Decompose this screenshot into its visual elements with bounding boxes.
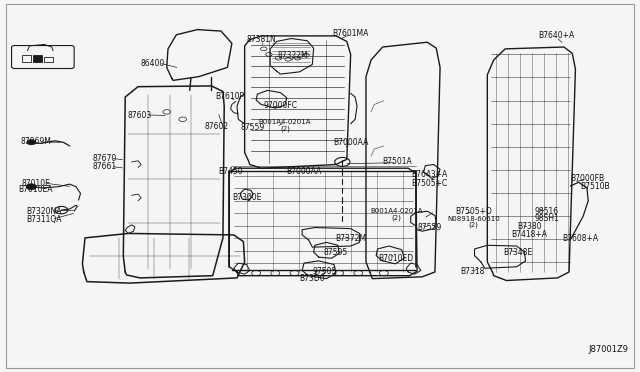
Text: B7318: B7318	[460, 267, 484, 276]
Bar	[44, 57, 53, 62]
Text: B7510B: B7510B	[580, 182, 609, 191]
Text: B7505+C: B7505+C	[412, 179, 448, 187]
Text: B7608+A: B7608+A	[563, 234, 598, 243]
Text: B001A4-0201A: B001A4-0201A	[371, 208, 423, 214]
Text: 98516: 98516	[534, 207, 559, 216]
Text: B7450: B7450	[218, 167, 243, 176]
Text: B7000AA: B7000AA	[333, 138, 369, 147]
Text: B001A4-0201A: B001A4-0201A	[259, 119, 311, 125]
Text: 87069M: 87069M	[20, 137, 51, 146]
Bar	[22, 55, 31, 62]
Text: B7300E: B7300E	[232, 193, 261, 202]
Text: B7601MA: B7601MA	[332, 29, 369, 38]
Text: 87661: 87661	[93, 162, 117, 171]
Text: J87001Z9: J87001Z9	[589, 345, 628, 354]
Text: 98SH1: 98SH1	[534, 214, 559, 223]
Text: B7643+A: B7643+A	[412, 170, 448, 179]
Text: B7501A: B7501A	[381, 157, 412, 166]
Text: 87602: 87602	[205, 122, 228, 131]
Text: 87559: 87559	[418, 223, 442, 232]
Text: (2): (2)	[392, 214, 401, 221]
Text: B7640+A: B7640+A	[538, 31, 575, 41]
Text: B7311QA: B7311QA	[26, 215, 62, 224]
Text: B7380: B7380	[517, 222, 541, 231]
Text: 87603: 87603	[128, 111, 152, 120]
Text: (2): (2)	[468, 222, 478, 228]
Text: N08918-60610: N08918-60610	[447, 216, 500, 222]
Text: 87595: 87595	[324, 248, 348, 257]
Circle shape	[26, 184, 36, 190]
Text: 87670: 87670	[93, 154, 117, 163]
Text: 87010E: 87010E	[21, 179, 51, 187]
Text: B7610P: B7610P	[215, 92, 244, 101]
Text: 87559: 87559	[241, 123, 265, 132]
Text: 97505: 97505	[313, 267, 337, 276]
Text: 97000FC: 97000FC	[264, 101, 298, 110]
Text: 87381N: 87381N	[246, 35, 276, 44]
Text: B7505+D: B7505+D	[455, 207, 492, 216]
Text: B7320NA: B7320NA	[26, 207, 62, 216]
Text: 86400: 86400	[141, 59, 165, 68]
Text: B7372M: B7372M	[335, 234, 366, 243]
Bar	[33, 55, 42, 62]
Text: (2): (2)	[280, 125, 290, 132]
Text: B7010ED: B7010ED	[378, 254, 413, 263]
Text: B7000FB: B7000FB	[570, 174, 604, 183]
Text: B73D0: B73D0	[300, 274, 325, 283]
Text: B7000AA: B7000AA	[286, 167, 322, 176]
Text: B7010EA: B7010EA	[19, 185, 53, 194]
Text: B7418+A: B7418+A	[511, 230, 547, 239]
Circle shape	[27, 140, 36, 145]
Text: 87322M: 87322M	[278, 51, 308, 60]
Text: B7348E: B7348E	[503, 248, 532, 257]
